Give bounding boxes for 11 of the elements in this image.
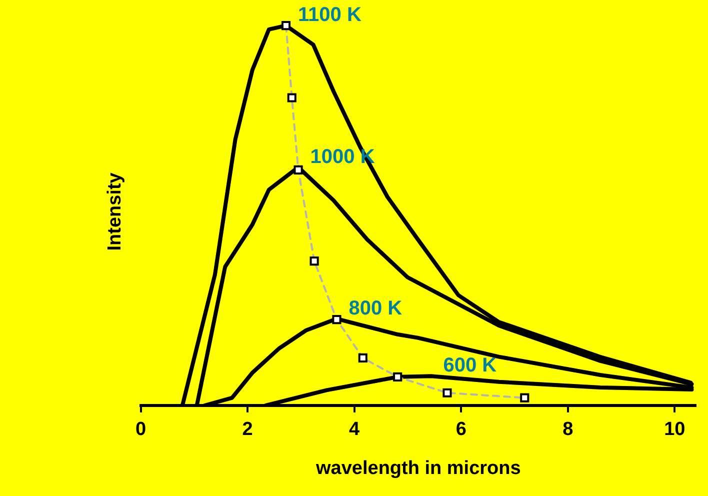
x-tick-label: 4 [349, 419, 360, 440]
x-axis-title: wavelength in microns [314, 458, 521, 479]
series-label: 600 K [443, 354, 498, 377]
x-tick-label: 8 [562, 419, 574, 440]
x-tick-label: 6 [456, 419, 466, 440]
series-label: 800 K [348, 297, 403, 320]
x-tick-label: 10 [664, 419, 686, 440]
y-axis-title: Intensity [104, 172, 126, 251]
x-tick-label: 0 [136, 419, 146, 440]
x-tick-label: 2 [242, 419, 253, 440]
series-label: 1100 K [298, 4, 362, 26]
